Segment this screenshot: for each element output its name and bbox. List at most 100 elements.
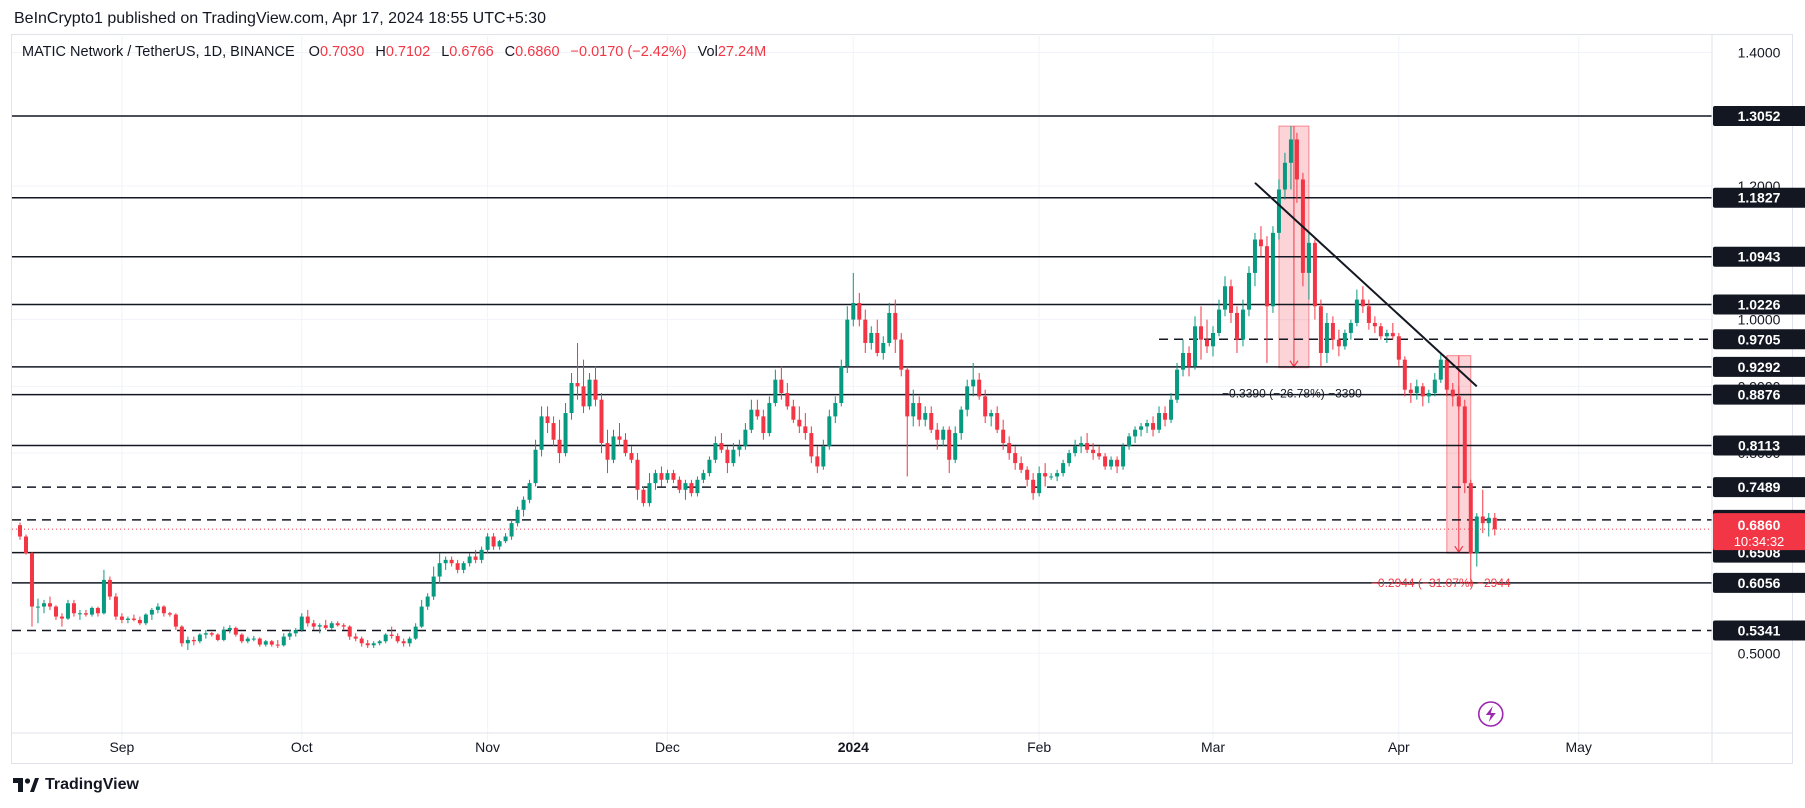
x-tick-label: Nov [475, 739, 500, 755]
candle-body [185, 639, 190, 644]
candle [695, 476, 700, 497]
candle [59, 613, 64, 627]
candle-body [437, 563, 442, 577]
candle-body [1157, 413, 1162, 430]
candle [761, 409, 766, 440]
candle [827, 409, 832, 450]
symbol-legend: MATIC Network / TetherUS, 1D, BINANCE O0… [22, 44, 773, 60]
candle [71, 599, 76, 617]
candle-body [1181, 352, 1186, 370]
price-tag-bg [1713, 384, 1805, 405]
candle-body [509, 523, 514, 537]
candle [293, 627, 298, 637]
level-price-tag[interactable]: 1.0943 [1713, 246, 1805, 267]
candle-body [413, 626, 418, 639]
candle [131, 614, 136, 622]
price-tag-label: 0.5341 [1738, 623, 1781, 639]
candle [275, 639, 280, 648]
trendline[interactable] [1254, 182, 1478, 388]
lightning-icon[interactable] [1477, 701, 1504, 727]
candle-body [1414, 386, 1419, 394]
candle [1396, 332, 1401, 367]
level-price-tag[interactable]: 1.0226 [1713, 294, 1805, 315]
candlestick-chart[interactable]: 1.40001.20001.00000.90000.80000.5000SepO… [0, 0, 1805, 770]
symbol-name[interactable]: MATIC Network / TetherUS, 1D, BINANCE [22, 44, 295, 60]
candle-body [1378, 326, 1383, 337]
candle-body [107, 579, 112, 597]
level-price-tag[interactable]: 0.8876 [1713, 384, 1805, 405]
candle [803, 413, 808, 440]
candle-body [539, 416, 544, 450]
candle [1264, 236, 1269, 363]
level-price-tag[interactable]: 1.3052 [1713, 105, 1805, 126]
candle [1234, 306, 1239, 353]
candle [257, 637, 262, 647]
level-price-tag[interactable]: 0.6056 [1713, 572, 1805, 593]
candle [977, 373, 982, 400]
candle [551, 416, 556, 447]
candle [245, 636, 250, 644]
candle [569, 373, 574, 420]
candle [707, 456, 712, 477]
candle [125, 616, 130, 624]
candle [719, 433, 724, 454]
open-value: 0.7030 [319, 44, 365, 60]
price-tag-bg [1713, 477, 1805, 498]
candle-body [1139, 426, 1144, 430]
candle [215, 633, 220, 642]
candle-body [965, 386, 970, 410]
candle-body [299, 616, 304, 630]
candle-body [149, 609, 154, 615]
candle [875, 319, 880, 357]
candle-body [473, 556, 478, 560]
candle [389, 626, 394, 639]
level-price-tag[interactable]: 0.9292 [1713, 356, 1805, 377]
candle-body [29, 553, 34, 607]
candle-body [305, 616, 310, 624]
candle [431, 566, 436, 600]
candle [107, 576, 112, 600]
candle [737, 439, 742, 457]
footer-brand[interactable]: TradingView [45, 776, 139, 793]
candle [1025, 466, 1030, 487]
candle [1151, 416, 1156, 437]
candle [23, 534, 28, 555]
candle [725, 446, 730, 474]
level-price-tag[interactable]: 0.5341 [1713, 620, 1805, 641]
candle [53, 605, 58, 620]
price-tag-bg [1713, 246, 1805, 267]
candle [689, 479, 694, 497]
candle-body [617, 436, 622, 440]
candle [869, 326, 874, 350]
candle-body [773, 379, 778, 404]
candle-body [461, 563, 466, 570]
level-price-tag[interactable]: 0.7489 [1713, 477, 1805, 498]
price-tag-bg [1713, 572, 1805, 593]
candle [35, 598, 40, 624]
lightning-bolt-icon [1485, 706, 1496, 722]
candle-body [1468, 483, 1473, 554]
tradingview-logo-icon[interactable] [13, 778, 39, 792]
candle [1043, 463, 1048, 487]
candle [599, 393, 604, 454]
candle-body [1222, 286, 1227, 310]
candle [1055, 469, 1060, 482]
candle [917, 396, 922, 427]
candle [1139, 423, 1144, 437]
candle-body [1258, 239, 1263, 247]
candle-body [977, 379, 982, 397]
candle [767, 396, 772, 437]
level-price-tag[interactable]: 0.8113 [1713, 435, 1805, 456]
candle [1193, 316, 1198, 370]
candle-body [1432, 379, 1437, 394]
candle [377, 639, 382, 646]
level-price-tag[interactable]: 0.9705 [1713, 329, 1805, 350]
level-price-tag[interactable]: 1.1827 [1713, 187, 1805, 208]
candle [563, 403, 568, 457]
candle [419, 599, 424, 628]
candle [251, 635, 256, 642]
high-value: 0.7102 [385, 44, 431, 60]
candle [269, 639, 274, 647]
candle [1282, 152, 1287, 200]
